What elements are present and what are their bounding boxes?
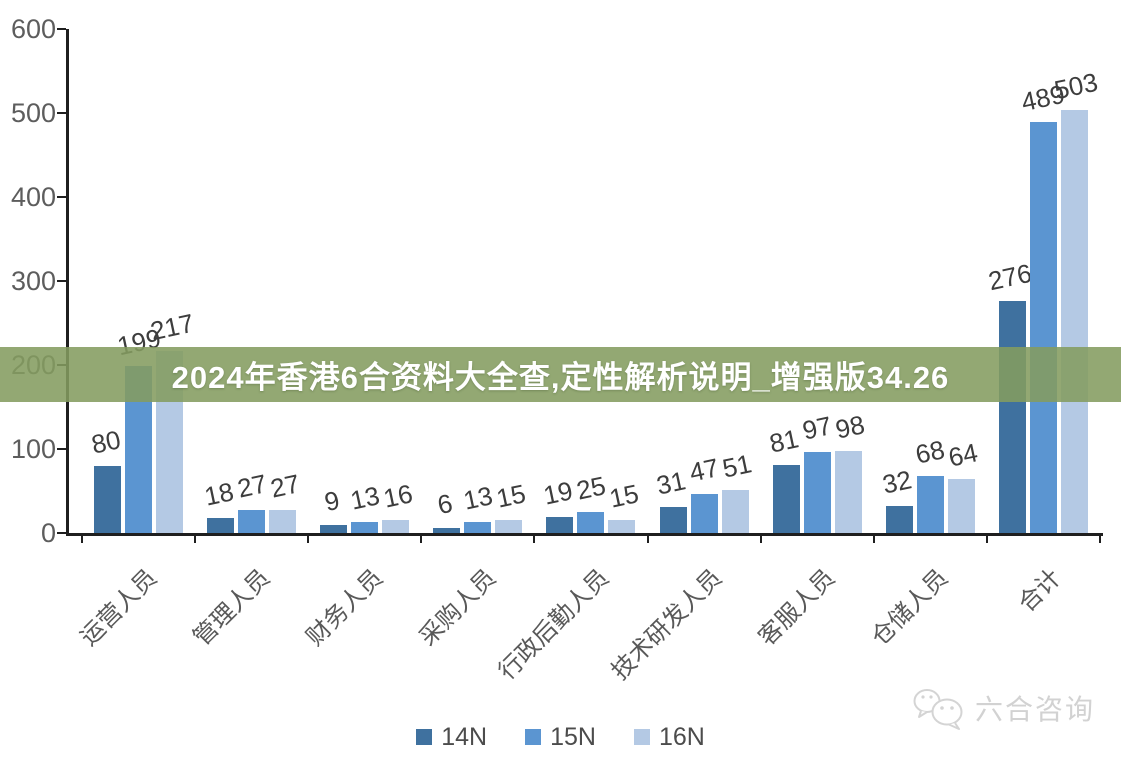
legend-label-15N: 15N [550, 723, 596, 751]
bar-16N-技术研发人员 [721, 490, 749, 533]
y-axis-tick [57, 532, 66, 534]
x-axis-category-label: 客服人员 [753, 564, 841, 652]
x-axis-category-label: 技术研发人员 [606, 564, 728, 686]
bar-value-label: 64 [945, 437, 981, 473]
x-axis-tick [759, 535, 762, 543]
bar-value-label: 6 [434, 487, 456, 521]
bar-value-label: 15 [493, 478, 529, 515]
legend-label-14N: 14N [441, 723, 488, 751]
bar-value-label: 15 [606, 478, 642, 515]
bar-value-label: 31 [653, 465, 689, 501]
bar-value-label: 68 [912, 434, 948, 470]
overlay-banner-text: 2024年香港6合资料大全查,定性解析说明_增强版34.26 [171, 360, 950, 395]
legend-swatch-14N [416, 729, 433, 745]
bar-14N-合计 [998, 301, 1026, 533]
bar-value-label: 276 [986, 257, 1035, 297]
y-axis-tick [57, 196, 66, 198]
bar-15N-行政后勤人员 [577, 512, 605, 533]
y-axis-tick [57, 28, 66, 30]
bar-value-label: 47 [686, 451, 722, 488]
legend-swatch-15N [525, 729, 542, 745]
bar-14N-管理人员 [207, 517, 235, 533]
bar-value-label: 98 [832, 408, 868, 445]
x-axis-tick [81, 535, 83, 543]
x-axis-category-label: 财务人员 [301, 564, 389, 652]
y-axis-tick-label: 300 [10, 266, 56, 296]
y-axis-line [66, 29, 69, 535]
bar-value-label: 27 [234, 468, 269, 504]
x-axis-category-label: 管理人员 [188, 564, 276, 652]
bar-value-label: 19 [540, 475, 576, 511]
bar-16N-财务人员 [382, 519, 410, 533]
bar-16N-客服人员 [834, 450, 862, 533]
bar-value-label: 503 [1052, 67, 1101, 106]
bar-14N-财务人员 [320, 525, 348, 533]
y-axis-tick-label: 500 [10, 98, 56, 128]
bar-value-label: 32 [879, 464, 915, 500]
watermark: 六合咨询 [911, 686, 1095, 730]
bar-15N-财务人员 [351, 522, 379, 533]
x-axis-category-label: 合计 [1013, 564, 1067, 618]
bar-15N-合计 [1029, 122, 1057, 533]
bar-14N-运营人员 [94, 465, 122, 533]
y-axis-tick-label: 100 [10, 434, 56, 464]
bar-14N-技术研发人员 [659, 506, 687, 533]
bar-14N-客服人员 [772, 464, 800, 533]
bar-value-label: 25 [573, 470, 609, 506]
bar-value-label: 80 [88, 424, 123, 460]
overlay-banner: 2024年香港6合资料大全查,定性解析说明_增强版34.26 [0, 347, 1121, 402]
bar-value-label: 16 [380, 477, 416, 514]
x-axis-category-label: 运营人员 [74, 564, 162, 652]
y-axis-tick-label: 0 [40, 518, 56, 548]
bar-value-label: 9 [321, 485, 342, 518]
bar-16N-采购人员 [495, 520, 523, 533]
y-axis-tick-label: 600 [10, 14, 56, 44]
bar-value-label: 13 [347, 480, 383, 516]
legend-swatch-16N [633, 729, 650, 745]
x-axis-tick [1098, 535, 1101, 543]
x-axis-category-label: 行政后勤人员 [493, 564, 615, 686]
x-axis-category-label: 仓储人员 [866, 564, 954, 652]
x-axis-tick [420, 535, 423, 543]
bar-14N-行政后勤人员 [546, 517, 574, 533]
bar-16N-合计 [1060, 110, 1088, 533]
y-axis-tick-label: 400 [10, 182, 56, 212]
y-axis-tick [57, 280, 66, 282]
y-axis-tick [57, 448, 66, 450]
y-axis-tick [57, 112, 66, 114]
legend-item-15N: 15N [525, 724, 596, 750]
bar-15N-采购人员 [464, 522, 492, 533]
watermark-text: 六合咨询 [974, 694, 1095, 725]
x-axis-tick [194, 535, 197, 543]
legend-item-14N: 14N [416, 724, 487, 750]
bar-15N-技术研发人员 [690, 493, 718, 533]
bar-value-label: 51 [719, 448, 755, 484]
bar-value-label: 18 [201, 476, 236, 512]
x-axis-tick [985, 535, 988, 543]
bar-16N-行政后勤人员 [608, 520, 636, 533]
legend-label-16N: 16N [658, 723, 705, 751]
x-axis-tick [307, 535, 310, 543]
bar-16N-仓储人员 [947, 479, 975, 533]
bar-value-label: 81 [766, 423, 802, 459]
bar-value-label: 217 [147, 307, 196, 346]
bar-15N-仓储人员 [916, 475, 944, 533]
bar-value-label: 13 [460, 480, 496, 516]
bar-14N-仓储人员 [885, 506, 913, 533]
x-axis-line [66, 533, 1103, 536]
x-axis-tick [646, 535, 649, 543]
bar-15N-管理人员 [238, 510, 266, 533]
bar-15N-客服人员 [803, 451, 831, 533]
bar-16N-管理人员 [269, 510, 297, 533]
chart-legend: 14N 15N 16N [0, 722, 1121, 752]
bar-value-label: 97 [799, 409, 835, 446]
x-axis-tick [533, 535, 536, 543]
bar-14N-采购人员 [433, 527, 461, 533]
x-axis-tick [872, 535, 875, 543]
x-axis-category-label: 采购人员 [414, 564, 502, 652]
legend-item-16N: 16N [633, 723, 705, 751]
wechat-bubbles-icon [913, 689, 963, 730]
bar-value-label: 27 [267, 468, 302, 504]
